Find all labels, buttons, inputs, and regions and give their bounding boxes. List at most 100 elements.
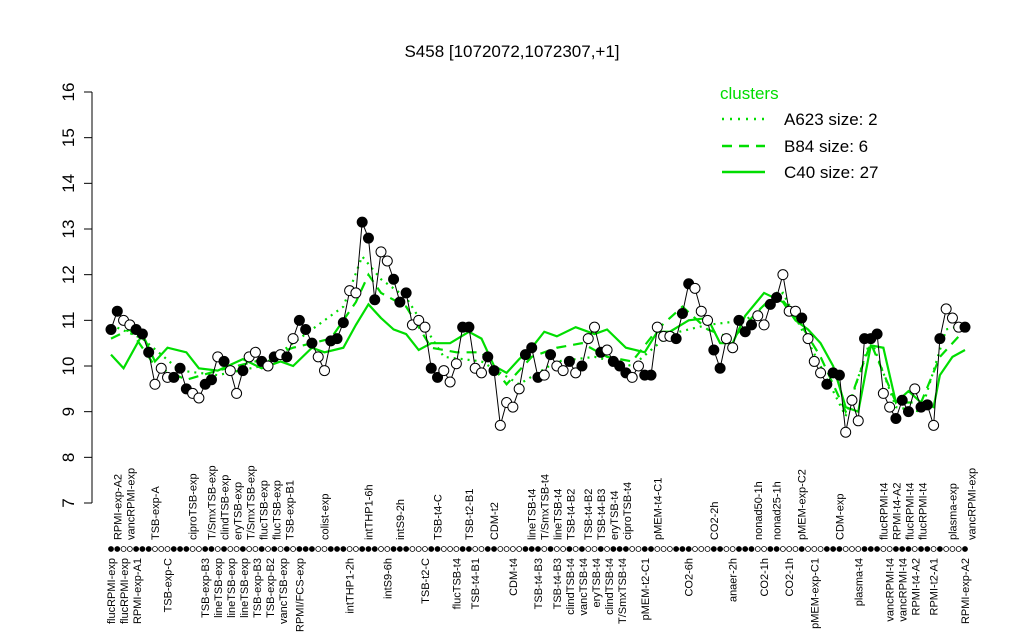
rug-mark bbox=[466, 546, 472, 552]
data-point bbox=[821, 378, 833, 390]
data-point bbox=[727, 342, 739, 354]
data-point bbox=[815, 367, 827, 379]
rug-mark bbox=[290, 546, 297, 552]
data-point bbox=[155, 362, 167, 374]
rug-mark bbox=[509, 546, 516, 552]
rug-mark bbox=[528, 546, 535, 552]
data-point bbox=[356, 216, 368, 228]
rug-mark bbox=[547, 546, 554, 552]
rug-mark bbox=[352, 546, 359, 552]
x-label-top: pMEM-exp-C2 bbox=[797, 469, 809, 540]
rug-mark bbox=[817, 546, 824, 552]
rug-mark bbox=[911, 546, 918, 552]
rug-mark bbox=[692, 546, 698, 552]
rug bbox=[108, 546, 968, 552]
x-label-top: RPMI-t4-A2 bbox=[891, 483, 903, 540]
legend: clusters A623 size: 2 B84 size: 6 C40 si… bbox=[720, 84, 879, 182]
data-point bbox=[689, 282, 701, 294]
rug-mark bbox=[535, 546, 541, 552]
x-label-bottom: CO2-1h bbox=[784, 558, 796, 597]
data-point bbox=[482, 351, 494, 363]
rug-mark bbox=[384, 546, 391, 552]
rug-mark bbox=[189, 546, 196, 552]
rug-mark bbox=[309, 546, 315, 552]
x-label-top: nonad50-1h bbox=[753, 481, 765, 540]
x-label-bottom: T/SmxTSB-t4 bbox=[617, 558, 629, 624]
data-point bbox=[287, 333, 299, 345]
rug-mark bbox=[271, 546, 278, 552]
x-label-top: eryTSB-t4 bbox=[609, 490, 621, 540]
rug-mark bbox=[893, 546, 899, 552]
x-label-top: CO2-2h bbox=[709, 501, 721, 540]
x-label-bottom: RPMI-t4-A2 bbox=[911, 558, 923, 615]
data-point bbox=[890, 413, 902, 425]
data-point bbox=[928, 419, 940, 431]
data-point bbox=[708, 344, 720, 356]
x-label-top: flucTSB-exp bbox=[271, 480, 283, 540]
y-tick-label: 12 bbox=[59, 265, 78, 284]
rug-mark bbox=[572, 546, 579, 552]
data-point bbox=[720, 333, 732, 345]
rug-mark bbox=[560, 546, 567, 552]
rug-mark bbox=[415, 546, 422, 552]
x-label-bottom: RPMI/FCS-exp bbox=[294, 558, 306, 632]
x-label-top: TSB-t4-C bbox=[433, 494, 445, 540]
data-point bbox=[871, 328, 883, 340]
rug-mark bbox=[164, 546, 171, 552]
x-label-bottom: TSB-exp-B3 bbox=[252, 558, 264, 618]
y-tick-label: 8 bbox=[59, 453, 78, 462]
data-point bbox=[507, 401, 519, 413]
rug-mark bbox=[867, 546, 874, 552]
data-point bbox=[262, 360, 274, 372]
rug-mark bbox=[214, 546, 221, 552]
data-point bbox=[306, 337, 318, 349]
x-label-top: TSB-t4-B3 bbox=[596, 489, 608, 540]
rug-mark bbox=[296, 546, 303, 552]
x-label-top: plasma-exp bbox=[947, 483, 959, 540]
rug-mark bbox=[654, 546, 661, 552]
data-point bbox=[488, 365, 500, 377]
data-point bbox=[614, 360, 626, 372]
rug-mark bbox=[930, 546, 937, 552]
data-point bbox=[902, 406, 914, 418]
rug-mark bbox=[246, 546, 253, 552]
data-point bbox=[909, 383, 921, 395]
rug-mark bbox=[491, 546, 497, 552]
x-label-bottom: flucRPMI-exp bbox=[119, 558, 131, 624]
rug-mark bbox=[792, 546, 799, 552]
data-point bbox=[676, 307, 688, 319]
rug-mark bbox=[823, 546, 830, 552]
rug-mark bbox=[145, 546, 152, 552]
y-tick-label: 13 bbox=[59, 220, 78, 239]
y-tick-label: 14 bbox=[59, 174, 78, 193]
rug-mark bbox=[635, 546, 642, 552]
rug-mark bbox=[120, 546, 127, 552]
x-label-top: TSB-exp-A bbox=[150, 486, 162, 540]
rug-mark bbox=[277, 546, 284, 552]
data-point bbox=[896, 394, 908, 406]
rug-mark bbox=[591, 546, 598, 552]
legend-title: clusters bbox=[720, 84, 779, 103]
x-label-bottom: vancTSB-exp bbox=[278, 558, 290, 624]
rug-mark bbox=[503, 546, 510, 552]
x-label-top: flucRPMI-t4 bbox=[904, 483, 916, 540]
x-label-top: CDM-t2 bbox=[489, 502, 501, 540]
rug-mark bbox=[409, 546, 416, 552]
rug-mark bbox=[158, 546, 165, 552]
rug-mark bbox=[805, 546, 811, 552]
rug-mark bbox=[767, 546, 774, 552]
data-point bbox=[362, 232, 374, 244]
rug-mark bbox=[880, 546, 887, 552]
rug-mark bbox=[924, 546, 931, 552]
rug-mark bbox=[359, 546, 366, 552]
rug-mark bbox=[641, 546, 648, 552]
x-label-top: lineTSB-t4 bbox=[527, 489, 539, 540]
data-point bbox=[884, 401, 896, 413]
rug-mark bbox=[836, 546, 843, 552]
x-label-bottom: pMEM-exp-C1 bbox=[809, 558, 821, 629]
data-point bbox=[149, 378, 161, 390]
data-point bbox=[645, 369, 657, 381]
x-label-bottom: lineTSB-exp bbox=[239, 558, 251, 618]
x-label-bottom: intS9-6h bbox=[382, 558, 394, 599]
rug-mark bbox=[183, 546, 190, 552]
